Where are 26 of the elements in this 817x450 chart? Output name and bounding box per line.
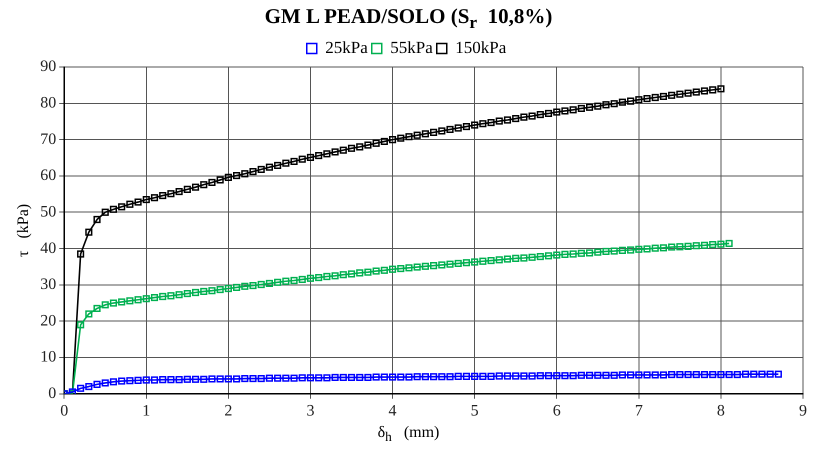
x-axis-title: δ$_{h}$ (mm) xyxy=(376,424,440,446)
y-tick-label: 30 xyxy=(40,276,56,294)
y-tick-label: 20 xyxy=(40,312,56,330)
y-tick-label: 40 xyxy=(40,240,56,257)
y-tick-label: 10 xyxy=(40,348,56,366)
legend-label: 25kPa xyxy=(325,38,368,57)
y-tick-label: 60 xyxy=(40,167,56,184)
legend-label: 55kPa xyxy=(390,38,434,57)
legend-label: 150kPa xyxy=(455,38,507,57)
x-tick-label: 6 xyxy=(552,402,561,420)
x-tick-label: 4 xyxy=(388,402,397,420)
x-tick-label: 9 xyxy=(799,402,807,420)
y-tick-label: 70 xyxy=(40,130,56,148)
x-tick-label: 2 xyxy=(224,402,232,420)
y-tick-label: 90 xyxy=(40,58,56,76)
x-tick-label: 0 xyxy=(60,402,68,420)
x-tick-label: 7 xyxy=(634,402,643,420)
y-tick-label: 0 xyxy=(48,385,56,402)
x-tick-label: 8 xyxy=(716,402,725,420)
y-tick-label: 80 xyxy=(40,94,56,112)
x-tick-label: 1 xyxy=(142,402,150,420)
y-tick-label: 50 xyxy=(40,203,56,220)
y-axis-title: τ (kPa) xyxy=(14,204,32,257)
x-tick-label: 3 xyxy=(306,402,314,420)
x-tick-label: 5 xyxy=(470,402,479,420)
chart-title: GM L PEAD/SOLO (S$_{r}$ 10,8%) xyxy=(264,4,554,34)
